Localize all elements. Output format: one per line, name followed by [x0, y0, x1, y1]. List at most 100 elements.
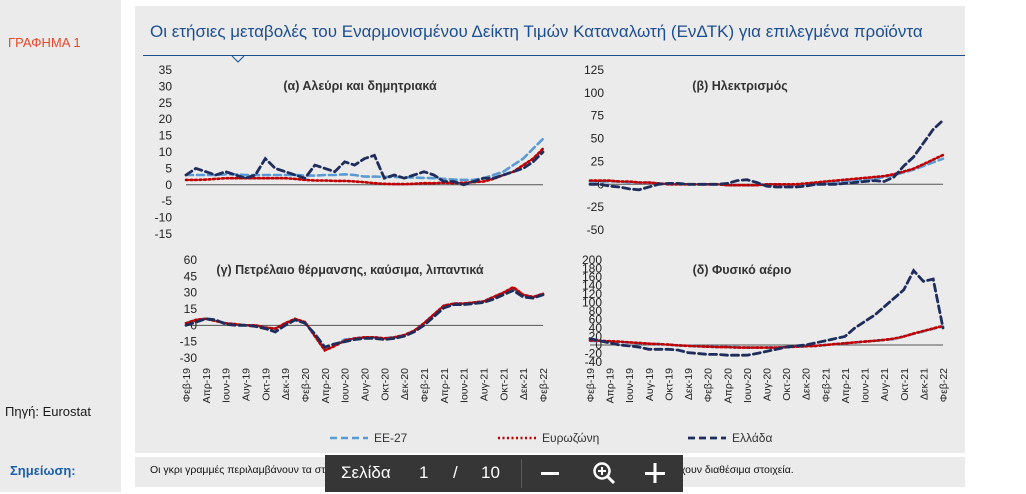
x-tick-label: Αυγ-21 [879, 368, 891, 401]
y-tick-label: 60 [184, 253, 198, 267]
y-tick-label: 0 [165, 178, 172, 192]
x-tick-label: Αυγ-19 [644, 368, 656, 401]
series-line [588, 118, 945, 192]
left-sidebar [0, 0, 121, 492]
figure-title: Οι ετήσιες μεταβολές του Εναρμονισμένου … [150, 22, 923, 41]
y-tick-label: 160 [582, 270, 602, 284]
x-tick-label: Οκτ-19 [260, 368, 272, 401]
x-tick-label: Αυγ-20 [360, 368, 372, 401]
plus-icon[interactable] [643, 459, 667, 494]
y-tick-label: -50 [587, 223, 605, 237]
y-tick-label: 5 [165, 161, 172, 175]
y-tick-label: 35 [159, 63, 173, 77]
total-pages: 10 [481, 463, 500, 482]
y-tick-label: -30 [180, 351, 198, 365]
x-tick-label: Αυγ-20 [762, 368, 774, 401]
x-tick-label: Φεβ-20 [703, 368, 715, 402]
x-tick-label: Ιουν-19 [221, 368, 233, 403]
x-tick-label: Οκτ-21 [498, 368, 510, 401]
x-tick-label: Φεβ-19 [585, 368, 597, 402]
x-tick-label: Απρ-19 [605, 368, 617, 404]
subchart-title: (β) Ηλεκτρισμός [692, 79, 787, 93]
y-tick-label: 80 [589, 304, 603, 318]
x-tick-label: Ιουν-21 [860, 368, 872, 403]
y-tick-label: 120 [582, 287, 602, 301]
title-pointer [231, 55, 245, 63]
x-tick-label: Δεκ-21 [918, 368, 930, 400]
x-tick-label: Δεκ-19 [683, 368, 695, 400]
x-tick-label: Ιουν-21 [459, 368, 471, 403]
x-tick-label: Οκτ-19 [663, 368, 675, 401]
x-tick-label: Δεκ-20 [399, 368, 411, 400]
x-tick-label: Φεβ-21 [419, 368, 431, 402]
magnifier-plus-icon[interactable] [591, 459, 617, 494]
y-tick-label: 140 [582, 279, 602, 293]
x-tick-label: Φεβ-20 [300, 368, 312, 402]
x-tick-label: Ιουν-20 [340, 368, 352, 403]
y-tick-label: -10 [155, 211, 173, 225]
x-tick-label: Απρ-21 [840, 368, 852, 404]
y-tick-label: -40 [585, 355, 603, 369]
y-tick-label: 125 [584, 63, 604, 77]
y-tick-label: 25 [591, 154, 605, 168]
x-tick-label: Οκτ-21 [899, 368, 911, 401]
y-tick-label: 200 [582, 253, 602, 267]
x-tick-label: Αυγ-21 [479, 368, 491, 401]
x-tick-label: Ιουν-19 [624, 368, 636, 403]
y-tick-label: -15 [180, 335, 198, 349]
x-tick-label: Δεκ-20 [801, 368, 813, 400]
series-line [588, 157, 945, 187]
y-tick-label: 0 [595, 338, 602, 352]
y-tick-label: 45 [184, 269, 198, 283]
toolbar-divider [521, 459, 522, 488]
x-tick-label: Απρ-20 [320, 368, 332, 404]
y-tick-label: 10 [159, 145, 173, 159]
x-tick-label: Απρ-19 [201, 368, 213, 404]
note-label: Σημείωση: [10, 463, 76, 478]
series-line [588, 325, 945, 349]
y-tick-label: 180 [582, 262, 602, 276]
y-tick-label: 20 [159, 112, 173, 126]
y-tick-label: 15 [159, 129, 173, 143]
y-tick-label: 50 [591, 132, 605, 146]
y-tick-label: -15 [155, 227, 173, 241]
graph-label: ΓΡΑΦΗΜΑ 1 [8, 35, 81, 50]
series-line [184, 288, 545, 349]
x-tick-label: Ιουν-20 [742, 368, 754, 403]
subchart-title: (δ) Φυσικό αέριο [693, 263, 792, 277]
pdf-page-toolbar: Σελίδα 1 / 10 [325, 455, 683, 492]
x-tick-label: Φεβ-19 [181, 368, 193, 402]
subchart-title: (α) Αλεύρι και δημητριακά [283, 79, 437, 93]
x-tick-label: Φεβ-22 [938, 368, 950, 402]
current-page-number[interactable]: 1 [419, 463, 429, 482]
x-tick-label: Οκτ-20 [379, 368, 391, 401]
series-line [184, 285, 545, 353]
title-divider [143, 55, 965, 56]
source-label: Πηγή: Eurostat [5, 404, 91, 419]
y-tick-label: 30 [159, 79, 173, 93]
x-tick-label: Φεβ-21 [820, 368, 832, 402]
y-tick-label: -20 [585, 347, 603, 361]
series-line [184, 150, 545, 187]
minus-icon[interactable] [539, 459, 561, 494]
y-tick-label: 25 [159, 96, 173, 110]
x-tick-label: Οκτ-20 [781, 368, 793, 401]
x-tick-label: Απρ-21 [439, 368, 451, 404]
series-line [184, 147, 545, 186]
legend-label: ΕΕ-27 [374, 431, 408, 445]
page-separator: / [453, 463, 458, 482]
y-tick-label: 100 [584, 86, 604, 100]
page-label: Σελίδα [341, 463, 391, 482]
y-tick-label: 75 [591, 109, 605, 123]
series-line [588, 153, 945, 187]
y-tick-label: 30 [184, 286, 198, 300]
y-tick-label: 0 [190, 318, 197, 332]
series-line [588, 324, 945, 349]
y-tick-label: 100 [582, 296, 602, 310]
series-line [588, 268, 945, 357]
x-tick-label: Δεκ-21 [518, 368, 530, 400]
legend-label: Ευρωζώνη [542, 431, 599, 445]
y-tick-label: 40 [589, 321, 603, 335]
y-tick-label: -25 [587, 200, 605, 214]
